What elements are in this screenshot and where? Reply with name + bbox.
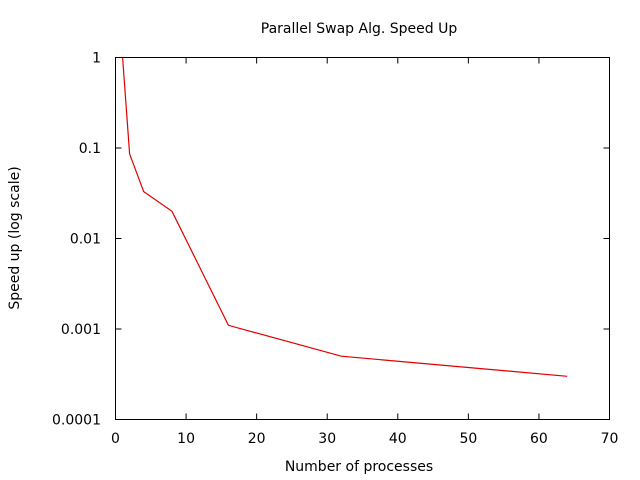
y-tick-label: 0.1 (79, 141, 101, 157)
x-tick-label: 30 (318, 431, 336, 447)
y-tick-label: 0.001 (61, 322, 101, 338)
x-tick-label: 50 (459, 431, 477, 447)
chart-title: Parallel Swap Alg. Speed Up (261, 21, 458, 37)
y-tick-label: 1 (92, 51, 101, 67)
plot-area-frame (115, 57, 610, 420)
x-tick-label: 10 (177, 431, 195, 447)
x-axis-label: Number of processes (285, 459, 433, 475)
speedup-series-line (122, 57, 568, 377)
series-layer (122, 57, 568, 377)
x-tick-label: 60 (530, 431, 548, 447)
x-tick-label: 70 (601, 431, 619, 447)
x-tick-label: 0 (111, 431, 120, 447)
y-tick-label: 0.01 (70, 232, 101, 248)
y-tick-label: 0.0001 (52, 413, 101, 429)
x-tick-label: 20 (248, 431, 266, 447)
tick-labels-layer: 0 10 20 30 40 50 60 70 0.0001 0.001 0.01 0.1 1 (52, 51, 618, 448)
x-tick-label: 40 (389, 431, 407, 447)
y-axis-label: Speed up (log scale) (7, 166, 23, 309)
